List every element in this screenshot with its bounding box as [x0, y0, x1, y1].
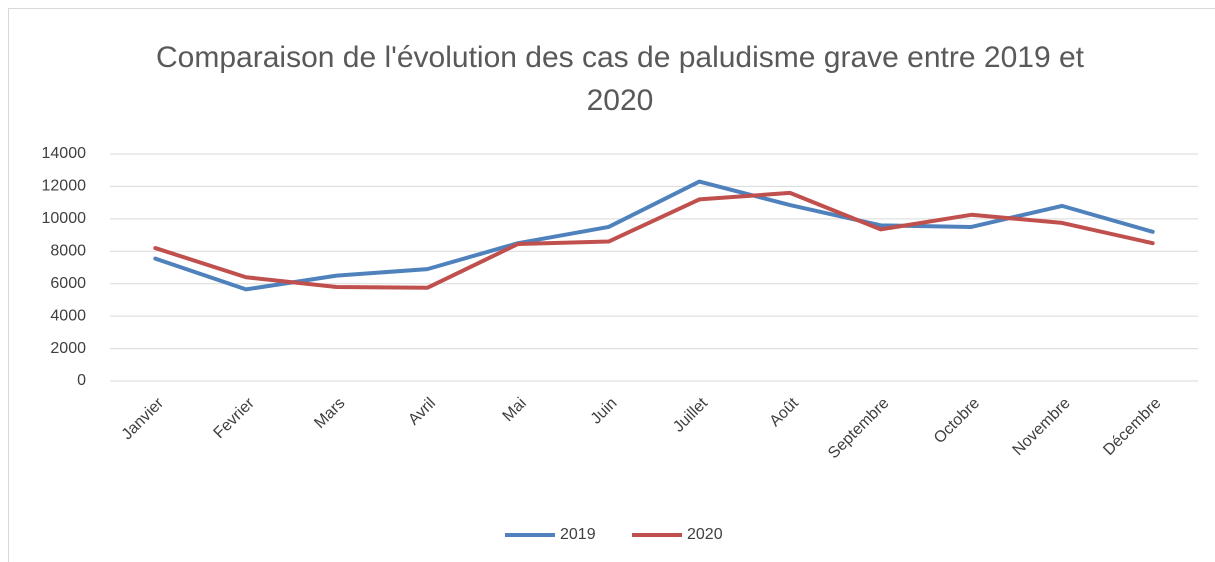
series-line: [153, 179, 1155, 292]
x-tick-label: Octobre: [931, 395, 983, 447]
x-tick-label: Novembre: [1010, 395, 1074, 459]
legend-label: 2019: [560, 526, 596, 543]
x-tick-label: Mars: [311, 395, 348, 432]
series-line: [153, 190, 1155, 290]
chart-title: Comparaison de l'évolution des cas de pa…: [156, 41, 1084, 117]
x-tick-label: Août: [767, 394, 803, 430]
x-tick-label: Avril: [405, 395, 439, 429]
y-tick-label: 4000: [50, 307, 86, 324]
x-tick-label: Janvier: [119, 394, 168, 443]
chart-frame: [8, 8, 1215, 562]
x-tick-label: Décembre: [1100, 395, 1164, 459]
x-tick-label: Septembre: [825, 395, 892, 462]
x-tick-label: Juillet: [670, 394, 711, 435]
x-tick-label: Juin: [588, 395, 621, 428]
y-tick-label: 6000: [50, 275, 86, 292]
y-tick-label: 0: [77, 372, 86, 389]
y-tick-label: 8000: [50, 243, 86, 260]
y-tick-label: 14000: [42, 145, 87, 162]
y-tick-label: 12000: [42, 178, 87, 195]
legend-label: 2020: [687, 526, 723, 543]
x-tick-label: Mai: [500, 395, 530, 425]
y-tick-label: 2000: [50, 340, 86, 357]
x-tick-label: Fevrier: [211, 394, 259, 442]
y-tick-label: 10000: [42, 210, 87, 227]
